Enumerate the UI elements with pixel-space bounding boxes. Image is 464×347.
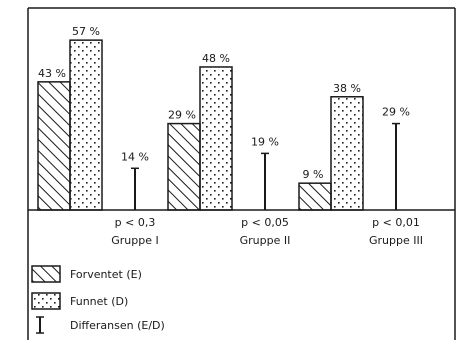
- p-value-group-2: p < 0,05: [241, 216, 289, 229]
- p-value-group-3: p < 0,01: [372, 216, 420, 229]
- legend-label-difference: Differansen (E/D): [70, 319, 165, 332]
- label-found-group-3: 38 %: [333, 82, 361, 95]
- p-value-group-1: p < 0,3: [115, 216, 156, 229]
- label-difference-group-2: 19 %: [251, 135, 279, 148]
- bar-found-group-2: [199, 66, 233, 211]
- legend-label-expected: Forventet (E): [70, 268, 142, 281]
- x-labels: p < 0,3 Gruppe I p < 0,05 Gruppe II p < 0,01…: [111, 216, 423, 247]
- legend-swatch-found: [31, 292, 61, 310]
- label-expected-group-3: 9 %: [303, 168, 324, 181]
- bar-expected-group-3: [298, 182, 332, 211]
- group-label-group-1: Gruppe I: [111, 234, 159, 247]
- legend: Forventet (E) Funnet (D) Differansen (E/D): [31, 265, 165, 334]
- label-difference-group-3: 29 %: [382, 106, 410, 119]
- label-difference-group-1: 14 %: [121, 150, 149, 163]
- group-label-group-3: Gruppe III: [369, 234, 423, 247]
- label-found-group-1: 57 %: [72, 25, 100, 38]
- label-found-group-2: 48 %: [202, 52, 230, 65]
- group-label-group-2: Gruppe II: [240, 234, 291, 247]
- chart-marks: 43 % 57 % 14 % 29 % 48 % 19 % 9 % 38 % 29 %: [37, 25, 410, 211]
- bar-expected-group-1: [37, 81, 71, 211]
- bar-expected-group-2: [167, 122, 201, 211]
- label-expected-group-2: 29 %: [168, 109, 196, 122]
- bar-found-group-1: [69, 39, 103, 211]
- bar-found-group-3: [330, 96, 364, 211]
- legend-label-found: Funnet (D): [70, 295, 128, 308]
- label-expected-group-1: 43 %: [38, 67, 66, 80]
- legend-swatch-expected: [31, 265, 61, 283]
